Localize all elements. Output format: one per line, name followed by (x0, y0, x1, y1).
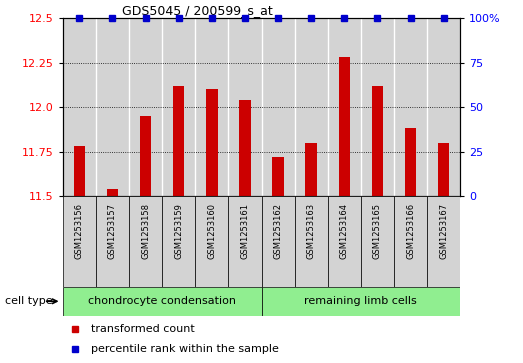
Bar (140, 116, 151, 196)
Bar (229, 18, 262, 196)
Text: GSM1253162: GSM1253162 (274, 203, 282, 259)
Bar (173, 86, 185, 196)
Bar (129, 196, 162, 287)
Bar (294, 196, 328, 287)
Text: GSM1253167: GSM1253167 (439, 203, 448, 260)
Text: GSM1253165: GSM1253165 (373, 203, 382, 259)
Bar (262, 196, 294, 287)
Text: cell type: cell type (5, 296, 53, 306)
Bar (107, 189, 118, 196)
Text: chondrocyte condensation: chondrocyte condensation (88, 296, 236, 306)
Bar (162, 18, 195, 196)
Bar (96, 196, 129, 287)
Bar (262, 18, 294, 196)
Bar (394, 196, 427, 287)
Text: GSM1253160: GSM1253160 (207, 203, 217, 259)
Text: GSM1253164: GSM1253164 (340, 203, 349, 259)
Bar (74, 146, 85, 196)
Bar (262, 287, 460, 316)
Bar (63, 287, 262, 316)
Text: GSM1253159: GSM1253159 (174, 203, 183, 259)
Bar (427, 196, 460, 287)
Bar (129, 18, 162, 196)
Text: GDS5045 / 200599_s_at: GDS5045 / 200599_s_at (122, 4, 273, 17)
Text: GSM1253157: GSM1253157 (108, 203, 117, 259)
Text: GSM1253156: GSM1253156 (75, 203, 84, 259)
Bar (96, 18, 129, 196)
Bar (438, 143, 449, 196)
Bar (272, 157, 284, 196)
Bar (206, 89, 218, 196)
Bar (239, 100, 251, 196)
Text: percentile rank within the sample: percentile rank within the sample (90, 344, 278, 354)
Text: GSM1253158: GSM1253158 (141, 203, 150, 259)
Bar (405, 129, 416, 196)
Bar (195, 18, 229, 196)
Bar (63, 18, 96, 196)
Bar (162, 196, 195, 287)
Bar (394, 18, 427, 196)
Text: GSM1253166: GSM1253166 (406, 203, 415, 260)
Bar (63, 196, 96, 287)
Bar (427, 18, 460, 196)
Bar (229, 196, 262, 287)
Bar (328, 18, 361, 196)
Bar (305, 143, 317, 196)
Bar (328, 196, 361, 287)
Text: remaining limb cells: remaining limb cells (304, 296, 417, 306)
Bar (195, 196, 229, 287)
Bar (372, 86, 383, 196)
Text: GSM1253161: GSM1253161 (241, 203, 249, 259)
Bar (338, 57, 350, 196)
Bar (294, 18, 328, 196)
Bar (361, 18, 394, 196)
Text: transformed count: transformed count (90, 324, 195, 334)
Text: GSM1253163: GSM1253163 (306, 203, 316, 260)
Bar (361, 196, 394, 287)
